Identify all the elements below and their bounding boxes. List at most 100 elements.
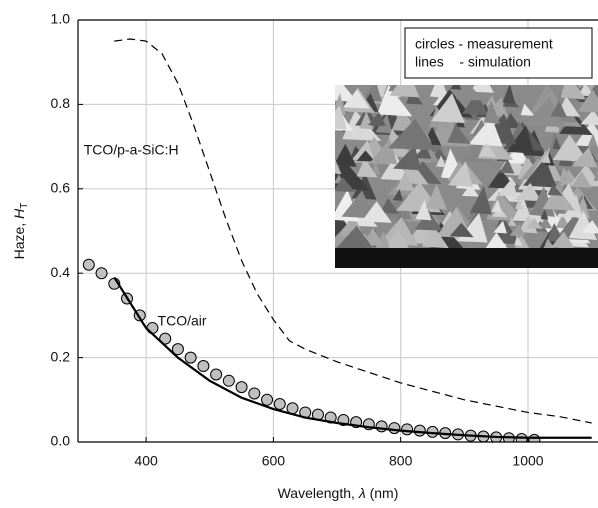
sem-facet [335,177,356,192]
marker [375,420,388,433]
marker [261,393,274,406]
sem-facet [570,171,592,188]
sem-facet [469,186,492,215]
sem-facet [581,220,598,234]
sem-facet [425,184,448,210]
sem-facet [455,85,484,101]
annotation: TCO/air [158,312,207,328]
sem-facet [559,167,572,181]
y-tick-label: 0.6 [51,180,71,196]
sem-facet [485,95,497,107]
marker [235,381,248,394]
sem-facet [389,85,420,98]
sem-facet [379,197,399,214]
y-tick-label: 0.4 [51,264,71,280]
sem-facet [342,89,370,109]
sem-facet [508,216,517,227]
sem-facet [560,85,586,100]
sem-facet [421,224,449,249]
marker [184,351,197,364]
sem-info-bar [335,248,598,268]
x-tick-label: 400 [134,453,158,469]
sem-facet [449,222,474,238]
sem-facet [435,155,447,168]
sem-facet [335,225,377,253]
sem-facet [526,217,543,229]
y-tick-label: 0.0 [51,433,71,449]
sem-facet [502,85,516,104]
sem-facet [499,159,515,174]
sem-facet [580,109,598,125]
line [113,276,592,439]
line [114,38,592,424]
sem-facet [344,127,353,138]
marker [197,360,210,373]
marker [222,374,235,387]
legend-text: lines - simulation [415,54,531,70]
sem-facet [520,103,535,116]
sem-facet [335,159,342,175]
sem-facet [462,92,488,115]
marker [401,423,414,436]
x-tick-label: 600 [262,453,286,469]
sem-facet [542,185,576,211]
sem-facet [414,209,443,231]
sem-facet [547,183,563,196]
sem-facet [335,143,357,167]
sem-facet [431,93,465,123]
sem-facet [550,101,568,118]
sem-facet [552,134,589,162]
sem-facet [506,124,534,154]
sem-facet [483,100,500,124]
marker [528,433,541,442]
sem-facet [469,85,494,93]
marker [388,422,401,435]
sem-facet [370,138,398,165]
marker [159,332,172,345]
marker [273,398,286,411]
sem-facet [514,235,523,246]
sem-facet [368,111,386,127]
sem-facet [552,137,561,150]
sem-facet [577,89,598,113]
sem-facet [540,209,549,220]
sem-facet [593,169,598,182]
marker [171,343,184,356]
sem-facet [497,177,518,197]
marker [210,368,223,381]
sem-facet [429,85,449,99]
y-tick-label: 0.2 [51,348,71,364]
sem-facet [491,199,503,213]
x-axis-label: Wavelength, λ (nm) [278,485,399,501]
sem-facet [550,231,575,249]
sem-facet [447,123,471,144]
marker [413,424,426,437]
y-tick-label: 0.8 [51,95,71,111]
sem-facet [517,214,538,234]
sem-facet [392,144,422,171]
sem-facet [524,97,566,128]
sem-facet [356,150,376,162]
sem-facet [514,182,542,202]
sem-facet [587,133,598,147]
marker [95,267,108,280]
sem-facet [493,220,507,234]
sem-facet [415,199,432,221]
sem-facet [541,153,551,164]
sem-facet [448,161,474,187]
sem-facet [387,118,436,151]
sem-facet [538,217,553,229]
sem-facet [479,142,497,158]
sem-facet [562,205,584,218]
sem-facet [392,189,403,201]
legend-box [404,27,593,79]
sem-facet [341,190,375,219]
sem-facet [522,158,557,188]
sem-facet [571,147,598,168]
sem-inset [335,85,598,268]
sem-facet [396,172,416,192]
sem-facet [461,184,479,197]
marker [146,322,159,335]
marker [248,387,261,400]
